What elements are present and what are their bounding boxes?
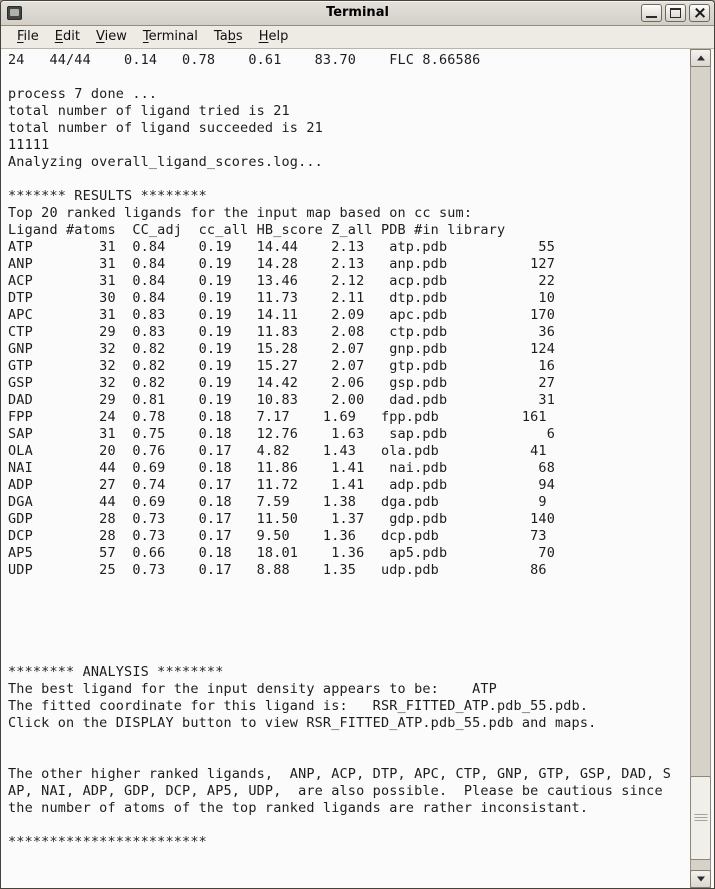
- terminal-output: 24 44/44 0.14 0.78 0.61 83.70 FLC 8.6658…: [8, 52, 672, 850]
- terminal-app-icon: [7, 6, 22, 20]
- window-controls: [641, 4, 710, 22]
- maximize-button[interactable]: [665, 4, 686, 22]
- close-button[interactable]: [689, 4, 710, 22]
- minimize-icon: [646, 16, 657, 18]
- arrow-down-icon: [696, 876, 705, 882]
- menu-edit[interactable]: Edit: [54, 29, 81, 44]
- scroll-up-button[interactable]: [690, 49, 711, 67]
- scroll-down-button[interactable]: [690, 870, 711, 888]
- menu-tabs[interactable]: Tabs: [213, 29, 243, 44]
- titlebar[interactable]: Terminal: [1, 1, 714, 26]
- menu-view[interactable]: View: [96, 29, 127, 44]
- terminal-viewport[interactable]: 24 44/44 0.14 0.78 0.61 83.70 FLC 8.6658…: [1, 49, 714, 888]
- maximize-icon: [670, 8, 681, 18]
- minimize-button[interactable]: [641, 4, 662, 22]
- menu-terminal[interactable]: Terminal: [142, 29, 198, 44]
- scrollbar: [686, 49, 714, 888]
- arrow-up-icon: [696, 55, 705, 61]
- scrollbar-trough[interactable]: [690, 49, 711, 888]
- menu-help[interactable]: Help: [258, 29, 289, 44]
- menubar: File Edit View Terminal Tabs Help: [1, 26, 714, 49]
- menu-file[interactable]: File: [17, 29, 39, 44]
- scrollbar-grip-icon: [694, 814, 707, 822]
- window-title: Terminal: [326, 5, 389, 20]
- scrollbar-thumb[interactable]: [690, 776, 711, 860]
